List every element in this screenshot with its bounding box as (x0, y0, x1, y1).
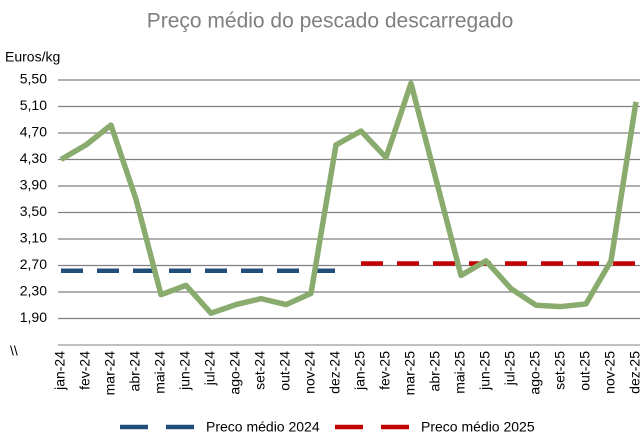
x-tick-label: mai-24 (152, 351, 168, 394)
legend-label: Preco médio 2024 (206, 419, 320, 435)
chart-title: Preço médio do pescado descarregado (147, 10, 514, 33)
x-tick-label: nov-24 (302, 351, 318, 394)
y-tick-label: 5,50 (20, 71, 47, 87)
x-tick-label: set-25 (552, 351, 568, 390)
x-tick-label: jun-24 (177, 351, 193, 391)
x-tick-label: ago-25 (527, 351, 543, 395)
x-tick-label: jan-25 (352, 351, 368, 391)
legend-label: Preco médio 2025 (421, 419, 535, 435)
x-tick-label: dez-24 (327, 351, 343, 394)
x-tick-label: jul-24 (202, 351, 218, 386)
y-axis-label: Euros/kg (5, 49, 60, 65)
y-tick-label: 5,10 (20, 97, 47, 113)
x-tick-label: out-24 (277, 351, 293, 391)
x-tick-label: dez-25 (627, 351, 643, 394)
y-tick-label: 3,90 (20, 177, 47, 193)
y-tick-label: 4,70 (20, 124, 47, 140)
axis-break: \\ (10, 343, 18, 359)
x-tick-label: abr-24 (127, 351, 143, 392)
y-tick-label: 4,30 (20, 150, 47, 166)
x-tick-label: fev-25 (377, 351, 393, 390)
x-tick-label: ago-24 (227, 351, 243, 395)
price-line (59, 80, 639, 316)
y-tick-label: 2,70 (20, 256, 47, 272)
x-tick-label: set-24 (252, 351, 268, 390)
y-tick-label: 2,30 (20, 283, 47, 299)
x-tick-label: abr-25 (427, 351, 443, 392)
x-tick-label: jan-24 (52, 351, 68, 391)
x-tick-label: jul-25 (502, 351, 518, 386)
y-tick-label: 1,90 (20, 309, 47, 325)
y-tick-label: 3,50 (20, 203, 47, 219)
x-tick-label: out-25 (577, 351, 593, 391)
x-tick-label: jun-25 (477, 351, 493, 391)
x-tick-label: mar-24 (102, 351, 118, 396)
y-tick-label: 3,10 (20, 230, 47, 246)
x-tick-label: fev-24 (77, 351, 93, 390)
x-tick-label: mar-25 (402, 351, 418, 396)
x-tick-label: mai-25 (452, 351, 468, 394)
x-tick-label: nov-25 (602, 351, 618, 394)
